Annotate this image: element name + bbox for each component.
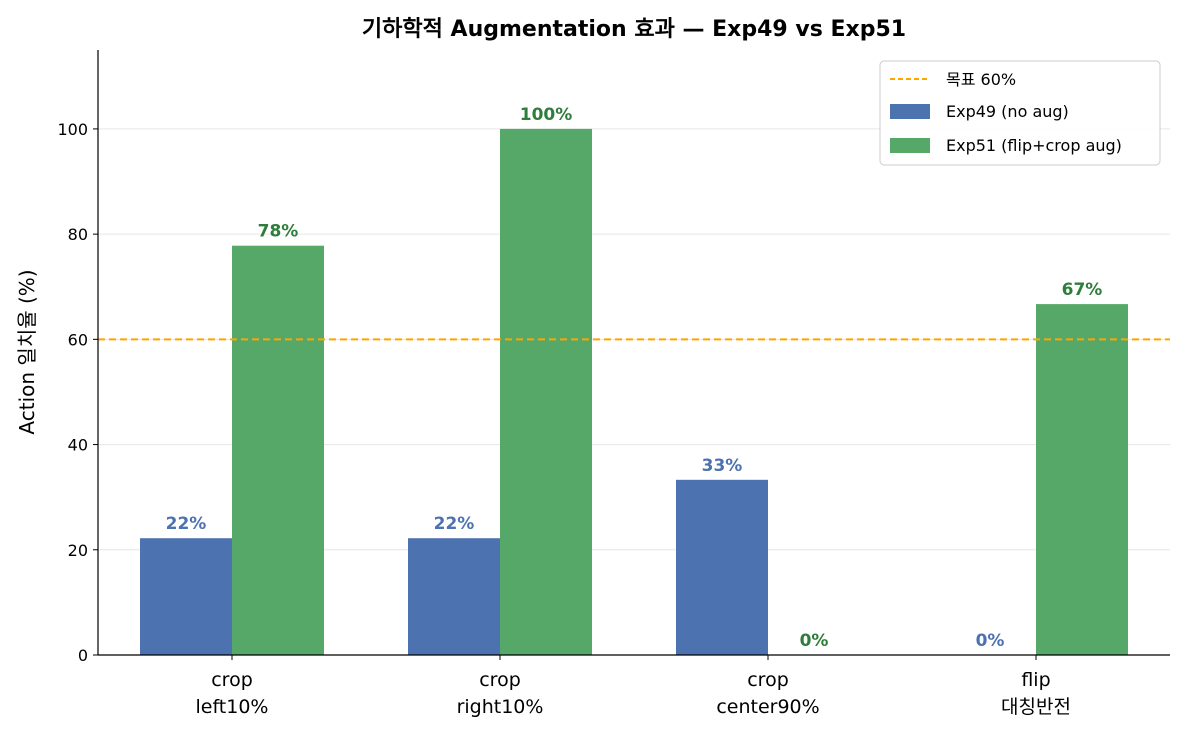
bar-exp49 [676, 479, 768, 655]
y-tick-label: 0 [78, 646, 88, 665]
legend-entry-exp51: Exp51 (flip+crop aug) [946, 136, 1122, 155]
data-label: 0% [800, 631, 829, 651]
x-tick-label: center90% [716, 696, 819, 718]
y-tick-label: 40 [68, 436, 88, 455]
legend-swatch-exp51 [890, 138, 930, 153]
y-axis-label: Action 일치율 (%) [15, 269, 39, 434]
y-tick-label: 60 [68, 330, 88, 349]
x-tick-label: crop [747, 669, 789, 691]
y-tick-label: 20 [68, 541, 88, 560]
y-tick-label: 100 [57, 120, 88, 139]
data-label: 67% [1062, 280, 1103, 300]
legend-entry-reference: 목표 60% [946, 70, 1016, 89]
x-tick-label: crop [479, 669, 521, 691]
data-label: 0% [976, 631, 1005, 651]
axes: 0 20 40 60 80 100 crop left10% crop right10% crop c… [57, 50, 1170, 718]
chart-title: 기하학적 Augmentation 효과 — Exp49 vs Exp51 [362, 17, 906, 42]
legend-swatch-exp49 [890, 104, 930, 119]
legend-entry-exp49: Exp49 (no aug) [946, 102, 1069, 121]
data-label: 100% [520, 105, 573, 125]
data-label: 22% [434, 514, 475, 534]
x-tick-label: flip [1021, 669, 1050, 691]
y-tick-label: 80 [68, 225, 88, 244]
bar-exp49 [140, 538, 232, 655]
x-tick-label: right10% [457, 696, 544, 718]
data-label: 22% [166, 514, 207, 534]
bar-exp51 [1036, 304, 1128, 655]
legend-box [879, 60, 1161, 166]
bar-exp51 [232, 245, 324, 655]
bars [140, 128, 1128, 656]
x-tick-label: left10% [195, 696, 268, 718]
x-tick-label: 대칭반전 [1001, 696, 1071, 718]
legend: 목표 60% Exp49 (no aug) Exp51 (flip+crop aug… [879, 60, 1161, 166]
data-label: 78% [258, 222, 299, 242]
bar-exp51 [500, 128, 592, 656]
x-tick-label: crop [211, 669, 253, 691]
bar-exp49 [408, 538, 500, 655]
data-labels: 22% 78% 22% 100% 33% 0% 0% 67% [166, 105, 1103, 651]
data-label: 33% [702, 456, 743, 476]
